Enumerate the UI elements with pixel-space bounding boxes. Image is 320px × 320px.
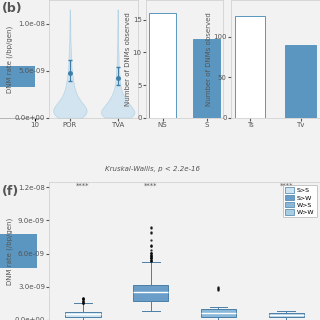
PathPatch shape bbox=[268, 313, 304, 317]
Text: ****: **** bbox=[144, 182, 157, 188]
Bar bbox=[193, 39, 220, 118]
Bar bbox=[285, 45, 316, 118]
Text: ****: **** bbox=[279, 182, 293, 188]
Y-axis label: DNM rate (/bp/gen): DNM rate (/bp/gen) bbox=[7, 217, 13, 284]
Y-axis label: Number of DNMs observed: Number of DNMs observed bbox=[206, 12, 212, 106]
PathPatch shape bbox=[133, 285, 168, 301]
PathPatch shape bbox=[201, 309, 236, 317]
Bar bbox=[149, 13, 176, 118]
Text: (b): (b) bbox=[2, 2, 23, 15]
PathPatch shape bbox=[65, 312, 100, 317]
Text: Kruskal-Wallis, p < 2.2e-16: Kruskal-Wallis, p < 2.2e-16 bbox=[105, 166, 200, 172]
Y-axis label: DNM rate (/bp/gen): DNM rate (/bp/gen) bbox=[7, 25, 13, 92]
Legend: S>S, S>W, W>S, W>W: S>S, S>W, W>S, W>W bbox=[283, 185, 317, 217]
Bar bbox=[0, 234, 37, 268]
Y-axis label: Number of DNMs observed: Number of DNMs observed bbox=[125, 12, 131, 106]
Text: (f): (f) bbox=[2, 185, 19, 197]
Bar bbox=[235, 16, 265, 118]
Text: ****: **** bbox=[76, 182, 90, 188]
Bar bbox=[0, 66, 35, 87]
